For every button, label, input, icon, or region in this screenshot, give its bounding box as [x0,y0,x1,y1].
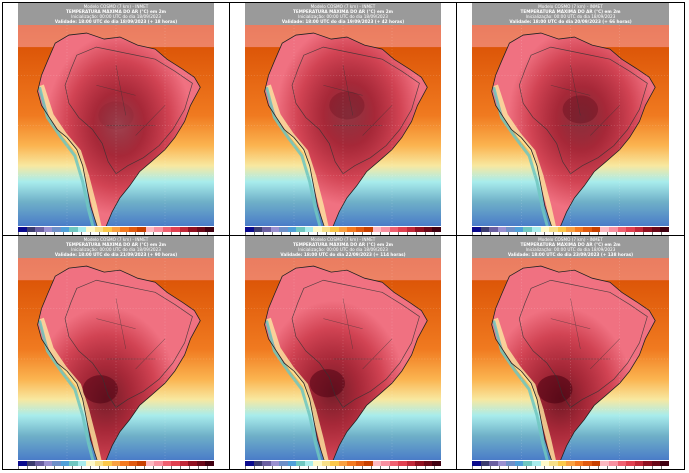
colorbar [18,227,214,232]
colorbar-ticks [245,466,441,469]
map-header: Modelo COSMO (7 km) - INMET TEMPERATURA … [18,3,214,25]
map-panel-4: Modelo COSMO (7 km) - INMET TEMPERATURA … [3,236,230,469]
model-label: Modelo COSMO (7 km) - INMET [83,237,149,242]
map-svg [245,25,441,226]
temperature-map [18,25,214,226]
map-panel-2: Modelo COSMO (7 km) - INMET TEMPERATURA … [230,3,457,236]
initialization-label: Inicialização: 00:00 UTC do dia 18/09/20… [298,14,388,19]
validity-label: Validade: 18:00 UTC do dia 21/09/2023 (+… [54,252,178,257]
map-header: Modelo COSMO (7 km) - INMET TEMPERATURA … [472,236,669,258]
map-panel-5: Modelo COSMO (7 km) - INMET TEMPERATURA … [230,236,457,469]
colorbar-ticks [245,232,441,235]
initialization-label: Inicialização: 00:00 UTC do dia 18/09/20… [525,247,616,252]
model-label: Modelo COSMO (7 km) - INMET [310,237,376,242]
temperature-map [472,258,669,460]
temperature-map [245,25,441,226]
variable-label: TEMPERATURA MÁXIMA DO AR (°C) em 2m [520,9,621,14]
temperature-map [472,25,669,226]
colorbar [472,227,669,232]
model-label: Modelo COSMO (7 km) - INMET [310,4,376,9]
colorbar-ticks [472,466,669,469]
variable-label: TEMPERATURA MÁXIMA DO AR (°C) em 2m [292,242,393,247]
colorbar-ticks [18,232,214,235]
model-label: Modelo COSMO (7 km) - INMET [538,237,603,242]
initialization-label: Inicialização: 00:00 UTC do dia 18/09/20… [298,247,388,252]
validity-label: Validade: 18:00 UTC do dia 23/09/2023 (+… [507,252,634,257]
colorbar [245,461,441,466]
map-header: Modelo COSMO (7 km) - INMET TEMPERATURA … [472,3,669,25]
map-svg [245,258,441,460]
map-svg [472,258,669,460]
map-svg [472,25,669,226]
validity-label: Validade: 18:00 UTC do dia 18/09/2023 (+… [54,19,178,24]
colorbar [245,227,441,232]
model-label: Modelo COSMO (7 km) - INMET [538,4,603,9]
map-header: Modelo COSMO (7 km) - INMET TEMPERATURA … [245,3,441,25]
map-header: Modelo COSMO (7 km) - INMET TEMPERATURA … [18,236,214,258]
map-svg [18,25,214,226]
map-panel-3: Modelo COSMO (7 km) - INMET TEMPERATURA … [457,3,684,236]
initialization-label: Inicialização: 00:00 UTC do dia 18/09/20… [525,14,616,19]
map-header: Modelo COSMO (7 km) - INMET TEMPERATURA … [245,236,441,258]
colorbar-ticks [472,232,669,235]
validity-label: Validade: 18:00 UTC do dia 20/09/2023 (+… [509,19,632,24]
temperature-map [18,258,214,460]
initialization-label: Inicialização: 00:00 UTC do dia 18/09/20… [71,247,161,252]
colorbar [472,461,669,466]
temperature-map [245,258,441,460]
map-svg [18,258,214,460]
variable-label: TEMPERATURA MÁXIMA DO AR (°C) em 2m [292,9,393,14]
variable-label: TEMPERATURA MÁXIMA DO AR (°C) em 2m [65,242,166,247]
colorbar [18,461,214,466]
variable-label: TEMPERATURA MÁXIMA DO AR (°C) em 2m [520,242,621,247]
map-panel-6: Modelo COSMO (7 km) - INMET TEMPERATURA … [457,236,684,469]
colorbar-ticks [18,466,214,469]
variable-label: TEMPERATURA MÁXIMA DO AR (°C) em 2m [65,9,166,14]
map-panel-1: Modelo COSMO (7 km) - INMET TEMPERATURA … [3,3,230,236]
model-label: Modelo COSMO (7 km) - INMET [83,4,149,9]
validity-label: Validade: 18:00 UTC do dia 22/09/2023 (+… [280,252,406,257]
validity-label: Validade: 18:00 UTC do dia 19/09/2023 (+… [281,19,405,24]
initialization-label: Inicialização: 00:00 UTC do dia 18/09/20… [71,14,161,19]
